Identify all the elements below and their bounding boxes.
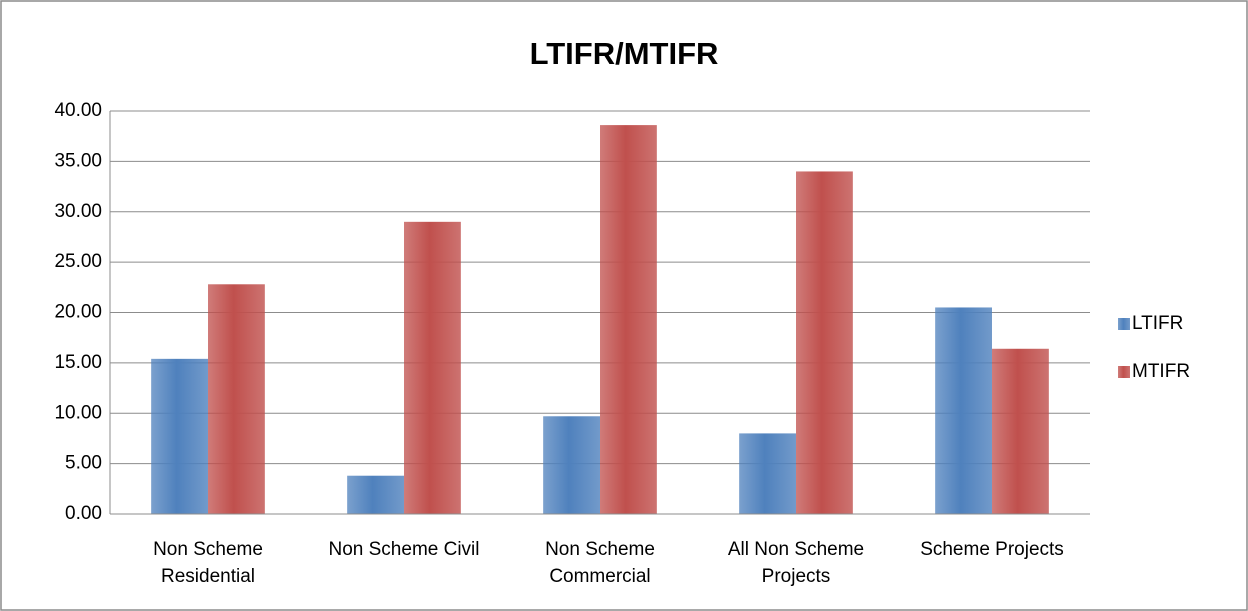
bar — [208, 284, 265, 514]
y-tick-label: 10.00 — [54, 402, 102, 423]
chart-title: LTIFR/MTIFR — [530, 36, 719, 71]
bar — [992, 348, 1049, 514]
bar — [796, 171, 853, 514]
bar — [543, 416, 600, 514]
y-tick-label: 15.00 — [54, 352, 102, 373]
bar — [347, 475, 404, 514]
y-tick-label: 40.00 — [54, 100, 102, 121]
x-tick-label: All Non Scheme Projects — [727, 539, 865, 587]
y-tick-label: 30.00 — [54, 201, 102, 222]
x-tick-label: Non Scheme Residential — [153, 539, 263, 587]
y-tick-label: 5.00 — [65, 453, 102, 474]
y-tick-label: 35.00 — [54, 150, 102, 171]
legend-swatch — [1118, 318, 1130, 330]
bar — [739, 433, 796, 514]
legend-label: LTIFR — [1132, 313, 1183, 334]
bar — [935, 307, 992, 514]
x-tick-label: Non Scheme Commercial — [545, 539, 655, 587]
y-tick-label: 0.00 — [65, 503, 102, 524]
x-tick-label: Scheme Projects — [920, 539, 1064, 560]
bar — [404, 221, 461, 514]
legend-swatch — [1118, 366, 1130, 378]
y-tick-label: 25.00 — [54, 251, 102, 272]
x-tick-label: Non Scheme Civil — [328, 539, 480, 560]
legend-label: MTIFR — [1132, 361, 1190, 382]
bar — [151, 358, 208, 514]
y-tick-label: 20.00 — [54, 302, 102, 323]
bar — [600, 125, 657, 514]
